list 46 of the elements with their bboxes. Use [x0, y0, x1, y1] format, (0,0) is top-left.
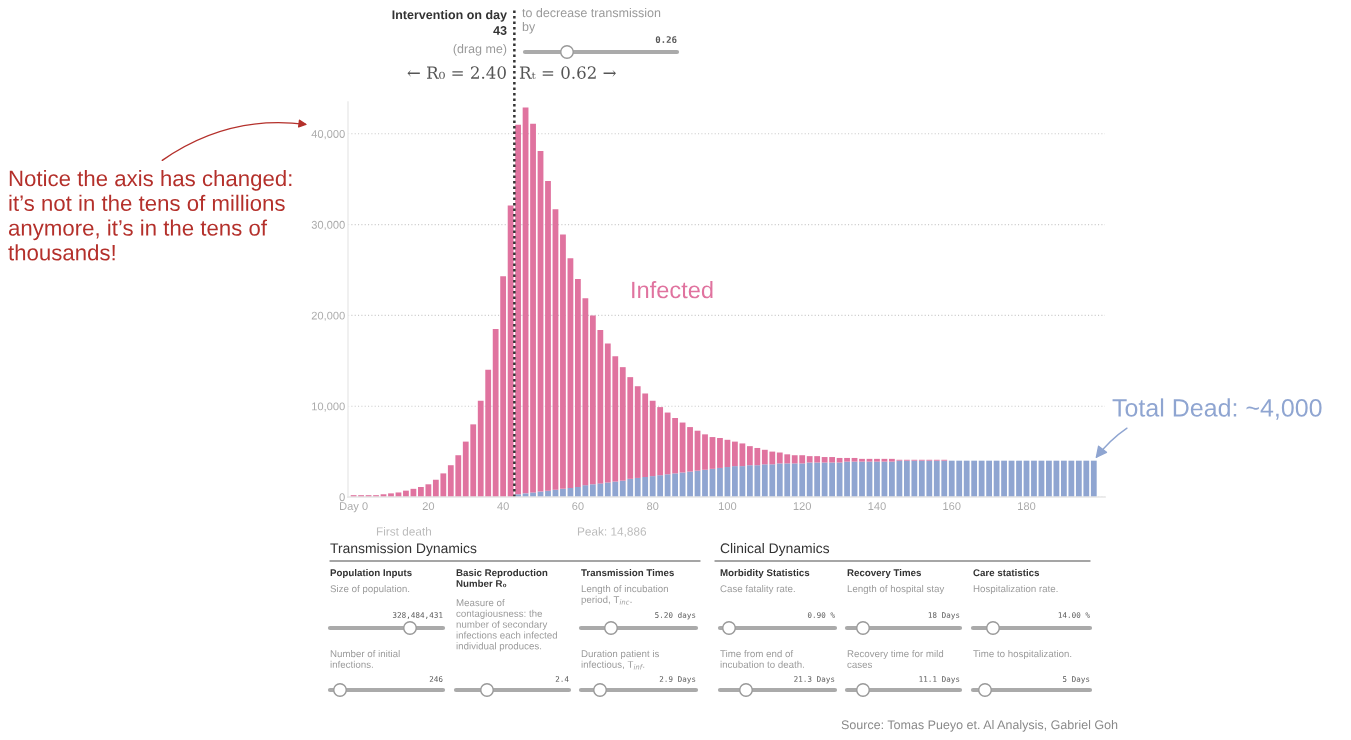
ref-line-label: Intervention on day 43 — [392, 10, 507, 35]
text: Care statistics — [973, 569, 1040, 577]
x-tick-label: Day 0 — [340, 502, 368, 513]
text: Hospitalization rate. — [973, 585, 1058, 595]
y-tick-label: 40,000 — [311, 130, 345, 140]
x-tick-label: 80 — [646, 502, 659, 511]
text: Population Inputs — [330, 569, 412, 579]
text: Recovery time for mild cases — [847, 650, 944, 668]
x-tick-label: 20 — [422, 502, 435, 511]
text: 0.26 — [655, 36, 677, 43]
text: Number of initial infections. — [330, 650, 400, 668]
text: Recovery Times — [847, 569, 922, 579]
text: Length of hospital stay — [847, 585, 945, 595]
text: Notice the axis has changed: it’s not in the tens of millions anymore, it’s in the tens of thousands! — [8, 170, 292, 261]
x-tick-label: 40 — [497, 502, 509, 511]
series-label: Infected — [632, 281, 713, 299]
text: Duration patient is infectious, T$_{inf}$. — [581, 650, 660, 670]
y-tick-label: 10,000 — [312, 402, 345, 412]
x-tick-label: 100 — [719, 502, 737, 511]
y-tick-label: 0 — [339, 493, 345, 502]
y-tick-label: 20,000 — [311, 311, 345, 321]
text: Size of population. — [330, 585, 410, 595]
x-tick-label: 180 — [1018, 502, 1036, 511]
text: Basic Reproduction Number R₀ — [456, 569, 548, 588]
x-tick-label: 140 — [868, 502, 886, 511]
text: Time to hospitalization. — [973, 650, 1072, 660]
annotation: Total Dead: ~4,000 — [1112, 398, 1322, 420]
text: to decrease transmission by — [522, 8, 661, 34]
text: Rₜ = 0.62 → — [519, 66, 616, 79]
text: Clinical Dynamics — [720, 543, 830, 556]
text: (drag me) — [453, 44, 507, 56]
source-note: Source: Tomas Pueyo et. Al Analysis, Gabriel Goh — [841, 720, 1118, 732]
text: First death — [376, 527, 431, 536]
text: ← R₀ = 2.40 — [407, 66, 506, 79]
x-tick-label: 60 — [572, 502, 584, 511]
text: Peak: 14,886 — [577, 527, 647, 538]
text: Transmission Dynamics — [330, 543, 477, 556]
text: Morbidity Statistics — [720, 569, 810, 579]
text: Length of incubation period, T$_{inc}$. — [581, 585, 668, 605]
x-tick-label: 160 — [943, 502, 961, 511]
text: Measure of contagiousness: the number of secondary infections each infected individual produces. — [456, 599, 557, 652]
text: Time from end of incubation to death. — [720, 650, 804, 668]
y-tick-label: 30,000 — [311, 220, 345, 231]
text: Transmission Times — [581, 569, 674, 577]
x-tick-label: 120 — [793, 502, 812, 511]
text: Case fatality rate. — [720, 585, 795, 595]
